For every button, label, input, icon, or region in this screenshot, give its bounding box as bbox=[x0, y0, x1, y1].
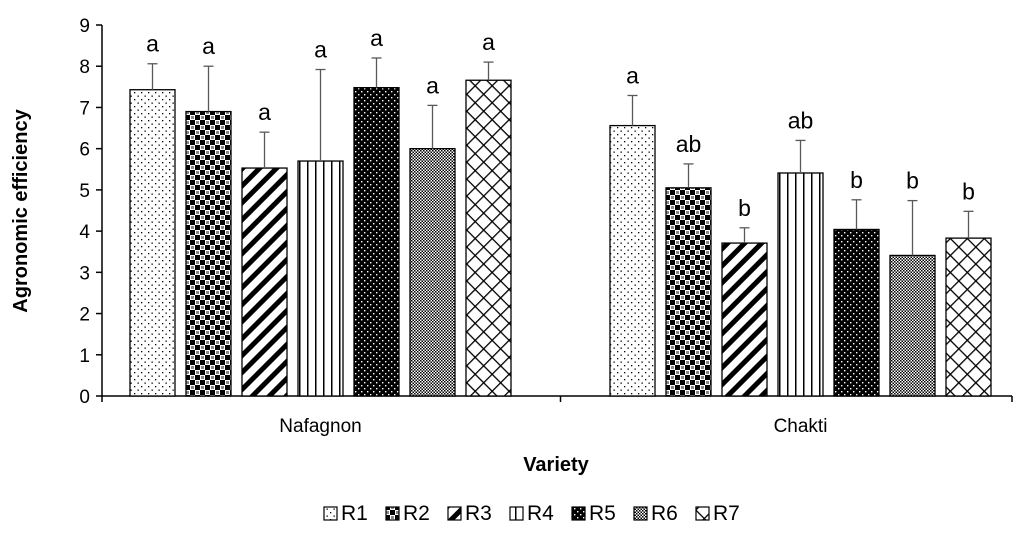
bar-r7-nafagnon bbox=[465, 79, 512, 397]
significance-letter: a bbox=[482, 29, 495, 55]
y-tick-label: 5 bbox=[79, 181, 90, 202]
legend-label: R5 bbox=[589, 502, 616, 525]
legend-swatch-r2 bbox=[385, 506, 400, 521]
legend-label: R2 bbox=[403, 502, 430, 525]
y-tick-label: 2 bbox=[79, 305, 90, 326]
legend-label: R6 bbox=[651, 502, 678, 525]
y-axis-label: Agronomic efficiency bbox=[10, 108, 32, 312]
y-tick-label: 3 bbox=[79, 263, 90, 284]
significance-letter: a bbox=[314, 37, 327, 63]
significance-letter: a bbox=[426, 72, 439, 98]
legend-swatch-r5 bbox=[571, 506, 586, 521]
significance-letter: ab bbox=[676, 131, 702, 157]
bar-r5-nafagnon bbox=[353, 87, 400, 397]
significance-letter: b bbox=[738, 195, 751, 221]
bar-r3-chakti bbox=[721, 242, 768, 397]
bar-r2-nafagnon bbox=[185, 110, 232, 397]
significance-letter: a bbox=[202, 33, 215, 59]
x-category-label: Nafagnon bbox=[279, 416, 361, 437]
bar-r6-chakti bbox=[889, 254, 936, 397]
significance-letter: b bbox=[850, 167, 863, 193]
bar-r6-nafagnon bbox=[409, 148, 456, 397]
bar-r1-chakti bbox=[609, 124, 656, 397]
bar-r5-chakti bbox=[833, 228, 880, 397]
significance-letter: ab bbox=[788, 107, 814, 133]
legend-label: R4 bbox=[527, 502, 554, 525]
significance-letter: a bbox=[258, 99, 271, 125]
legend-swatch-r6 bbox=[633, 506, 648, 521]
legend-label: R7 bbox=[713, 502, 740, 525]
y-tick-label: 9 bbox=[79, 16, 90, 37]
x-category-label: Chakti bbox=[774, 416, 828, 437]
bar-r4-chakti bbox=[777, 172, 824, 397]
legend-swatch-r1 bbox=[323, 506, 338, 521]
y-tick-label: 1 bbox=[79, 346, 90, 367]
legend-label: R3 bbox=[465, 502, 492, 525]
x-axis-label: Variety bbox=[523, 454, 589, 476]
legend-label: R1 bbox=[341, 502, 368, 525]
significance-letter: b bbox=[906, 168, 919, 194]
y-tick-label: 7 bbox=[79, 98, 90, 119]
bar-r3-nafagnon bbox=[241, 167, 288, 397]
bar-r2-chakti bbox=[665, 187, 712, 397]
legend-swatch-r4 bbox=[509, 506, 524, 521]
significance-letter: b bbox=[962, 178, 975, 204]
y-tick-label: 4 bbox=[79, 222, 90, 243]
bar-r1-nafagnon bbox=[129, 89, 176, 397]
legend: R1 R2 R3 R4 R5 R6 R7 bbox=[323, 502, 740, 525]
legend-swatch-r7 bbox=[695, 506, 710, 521]
y-tick-label: 0 bbox=[79, 387, 90, 408]
legend-swatch-r3 bbox=[447, 506, 462, 521]
bar-r7-chakti bbox=[945, 237, 992, 397]
significance-letter: a bbox=[370, 25, 383, 51]
bar-r4-nafagnon bbox=[297, 160, 344, 397]
significance-letter: a bbox=[626, 62, 639, 88]
significance-letter: a bbox=[146, 31, 159, 57]
y-tick-label: 6 bbox=[79, 140, 90, 161]
y-tick-label: 8 bbox=[79, 57, 90, 78]
